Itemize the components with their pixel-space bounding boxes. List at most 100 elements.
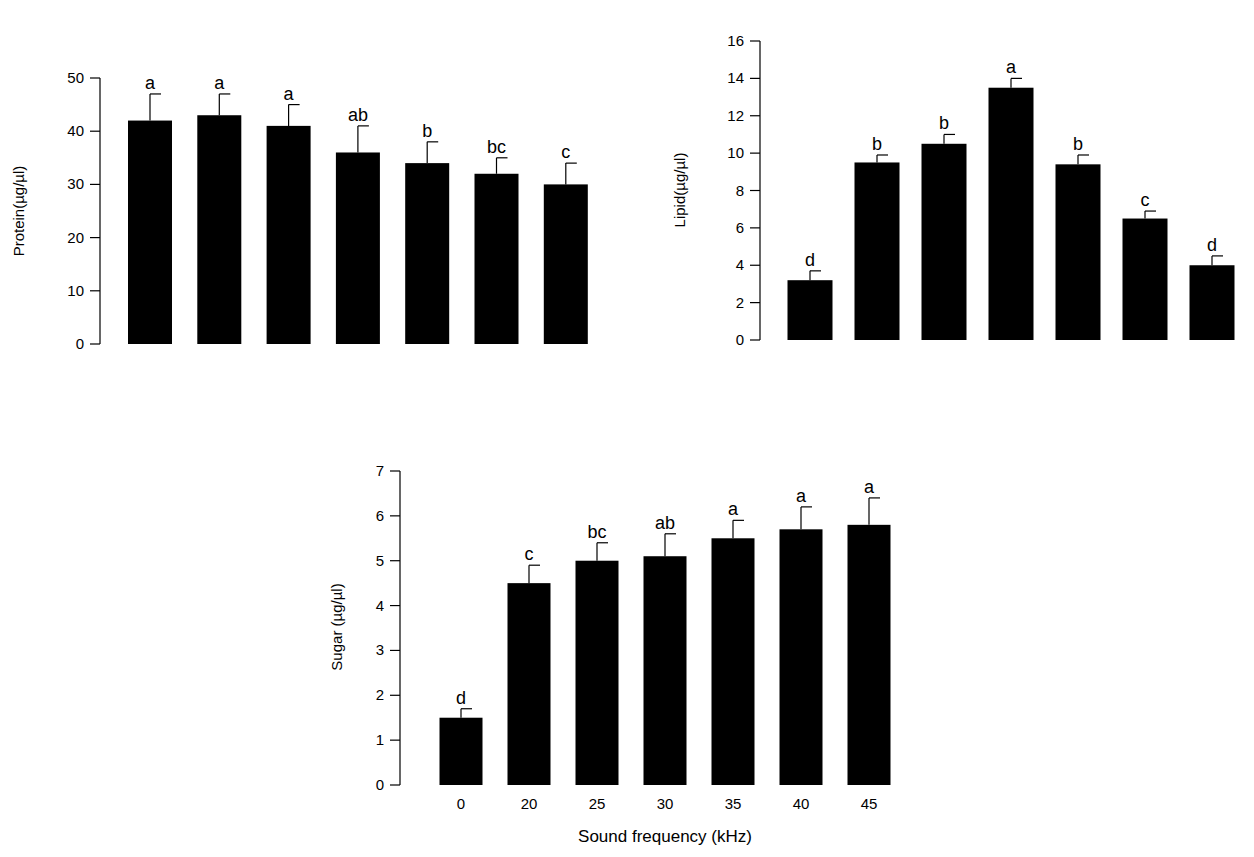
y-tick-label: 12: [727, 107, 744, 124]
figure: 01020304050aaaabbbccProtein(µg/µl)024681…: [0, 0, 1254, 857]
error-bar: [1212, 256, 1223, 265]
bar: [336, 152, 380, 344]
y-tick: [390, 470, 400, 471]
error-bar: [1011, 78, 1022, 87]
bar: [788, 280, 833, 340]
y-axis-label: Lipid(µg/µl): [671, 153, 688, 228]
error-cap: [529, 565, 540, 566]
y-tick-label: 40: [67, 122, 84, 139]
error-line: [868, 498, 869, 525]
significance-letter: d: [805, 250, 815, 270]
y-tick-label: 2: [736, 294, 744, 311]
y-tick: [750, 302, 760, 303]
y-tick-label: 6: [376, 507, 384, 524]
chart: 0246810121416dbbabcdLipid(µg/µl): [671, 32, 1235, 348]
significance-letter: d: [1207, 235, 1217, 255]
y-tick: [390, 650, 400, 651]
x-tick-label: 0: [457, 795, 465, 812]
y-tick-label: 1: [376, 731, 384, 748]
y-tick: [390, 560, 400, 561]
error-cap: [289, 104, 300, 105]
error-line: [460, 709, 461, 718]
significance-letter: b: [422, 121, 432, 141]
error-line: [427, 142, 428, 163]
error-cap: [1212, 255, 1223, 256]
error-line: [288, 105, 289, 126]
error-bar: [801, 507, 812, 529]
error-line: [596, 543, 597, 561]
error-cap: [597, 542, 608, 543]
chart: 01020304050aaaabbbccProtein(µg/µl): [10, 69, 588, 352]
significance-letter: c: [525, 544, 534, 564]
error-cap: [150, 93, 161, 94]
x-tick-label: 35: [725, 795, 742, 812]
y-tick: [90, 131, 100, 132]
chart: 01234567dcbcabaaa0202530354045Sugar (µg/…: [328, 462, 891, 846]
significance-letter: a: [864, 477, 875, 497]
y-tick: [90, 343, 100, 344]
y-tick: [750, 190, 760, 191]
error-bar: [944, 134, 955, 143]
error-line: [1010, 78, 1011, 87]
error-cap: [810, 270, 821, 271]
error-bar: [427, 142, 438, 163]
bar: [475, 174, 519, 344]
significance-letter: d: [456, 688, 466, 708]
significance-letter: bc: [587, 522, 606, 542]
y-tick-label: 16: [727, 32, 744, 49]
y-tick: [90, 237, 100, 238]
significance-letter: b: [1073, 134, 1083, 154]
y-axis-label: Sugar (µg/µl): [328, 583, 345, 670]
y-tick-label: 8: [736, 182, 744, 199]
x-tick-label: 25: [589, 795, 606, 812]
error-bar: [150, 94, 161, 121]
error-cap: [358, 125, 369, 126]
y-axis-line: [99, 78, 100, 344]
bar: [544, 184, 588, 344]
y-tick: [390, 740, 400, 741]
error-line: [1211, 256, 1212, 265]
bar: [197, 115, 241, 344]
y-tick-label: 10: [67, 282, 84, 299]
y-tick: [90, 77, 100, 78]
y-tick-label: 0: [76, 335, 84, 352]
error-line: [149, 94, 150, 121]
bar: [405, 163, 449, 344]
bar: [1123, 219, 1168, 340]
y-tick-label: 10: [727, 144, 744, 161]
significance-letter: b: [872, 134, 882, 154]
y-tick: [750, 265, 760, 266]
y-tick: [390, 695, 400, 696]
bar: [989, 88, 1034, 340]
error-bar: [497, 158, 508, 174]
error-bar: [869, 498, 880, 525]
y-axis-label: Protein(µg/µl): [10, 166, 27, 257]
y-tick: [390, 515, 400, 516]
error-bar: [810, 271, 821, 280]
error-bar: [665, 534, 676, 556]
error-cap: [1078, 154, 1089, 155]
marks: [128, 94, 588, 344]
y-tick-label: 4: [736, 256, 744, 273]
y-tick-label: 50: [67, 69, 84, 86]
error-bar: [566, 163, 577, 184]
y-tick-label: 20: [67, 229, 84, 246]
error-bar: [597, 543, 608, 561]
bar: [267, 126, 311, 344]
significance-letter: c: [1141, 190, 1150, 210]
error-bar: [358, 126, 369, 153]
error-line: [809, 271, 810, 280]
error-cap: [427, 141, 438, 142]
bar: [922, 144, 967, 340]
significance-letter: a: [145, 73, 156, 93]
marks: [788, 78, 1235, 340]
error-line: [943, 134, 944, 143]
error-cap: [944, 134, 955, 135]
error-cap: [497, 157, 508, 158]
y-tick: [750, 40, 760, 41]
error-cap: [665, 533, 676, 534]
error-line: [357, 126, 358, 153]
y-tick: [750, 78, 760, 79]
bar: [1056, 164, 1101, 340]
bar: [644, 556, 687, 785]
